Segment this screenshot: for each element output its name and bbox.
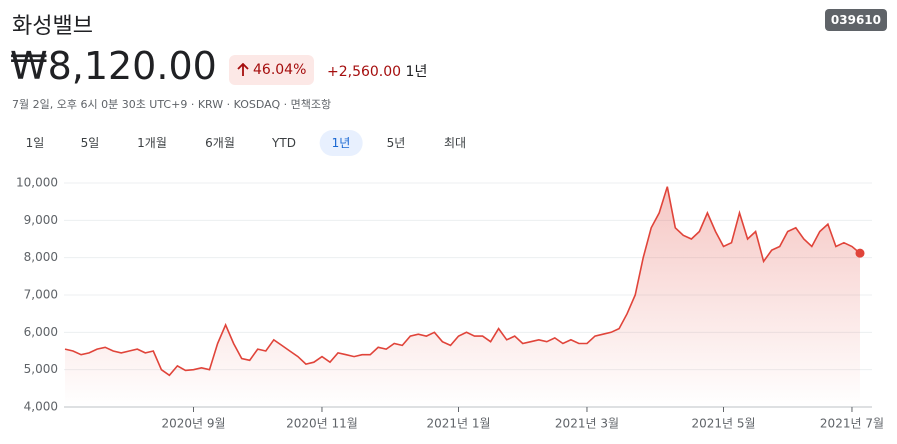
price: ₩8,120.00 xyxy=(10,44,217,88)
y-tick-label: 8,000 xyxy=(24,250,58,264)
y-tick-label: 7,000 xyxy=(24,288,58,302)
range-tab[interactable]: YTD xyxy=(272,136,296,150)
price-line xyxy=(64,186,861,377)
y-tick-label: 10,000 xyxy=(16,176,58,190)
range-tab[interactable]: 1개월 xyxy=(137,136,167,150)
last-point xyxy=(855,248,865,258)
change-period: 1년 xyxy=(405,64,428,80)
change: +2,560.00 1년 xyxy=(327,61,427,81)
range-tab[interactable]: 최대 xyxy=(443,136,467,150)
x-tick-label: 2021년 3월 xyxy=(555,417,619,431)
x-tick-label: 2021년 7월 xyxy=(820,417,884,431)
up-arrow xyxy=(237,63,249,76)
stock-name: 화성밸브 xyxy=(12,14,93,39)
x-tick-label: 2020년 11월 xyxy=(286,417,358,431)
y-tick-label: 4,000 xyxy=(24,400,58,414)
range-tab[interactable]: 5년 xyxy=(386,136,406,150)
range-tab[interactable]: 1년 xyxy=(319,130,363,156)
range-tab[interactable]: 5일 xyxy=(80,136,100,150)
x-tick-label: 2021년 5월 xyxy=(691,417,755,431)
timestamp: 7월 2일, 오후 6시 0분 30초 UTC+9 · KRW · KOSDAQ… xyxy=(12,98,332,111)
area-fill xyxy=(65,186,860,407)
y-tick-label: 5,000 xyxy=(24,362,58,376)
x-tick-label: 2020년 9월 xyxy=(161,417,225,431)
change-value: +2,560.00 xyxy=(327,64,402,80)
range-tab[interactable]: 6개월 xyxy=(205,136,235,150)
y-tick-label: 9,000 xyxy=(24,213,58,227)
ticker-badge: 039610 xyxy=(824,9,887,31)
x-tick-label: 2021년 1월 xyxy=(426,417,490,431)
y-tick-label: 6,000 xyxy=(24,325,58,339)
range-tab[interactable]: 1일 xyxy=(25,136,45,150)
change-percent-badge: 46.04% xyxy=(229,55,315,85)
change-percent: 46.04% xyxy=(253,62,307,78)
